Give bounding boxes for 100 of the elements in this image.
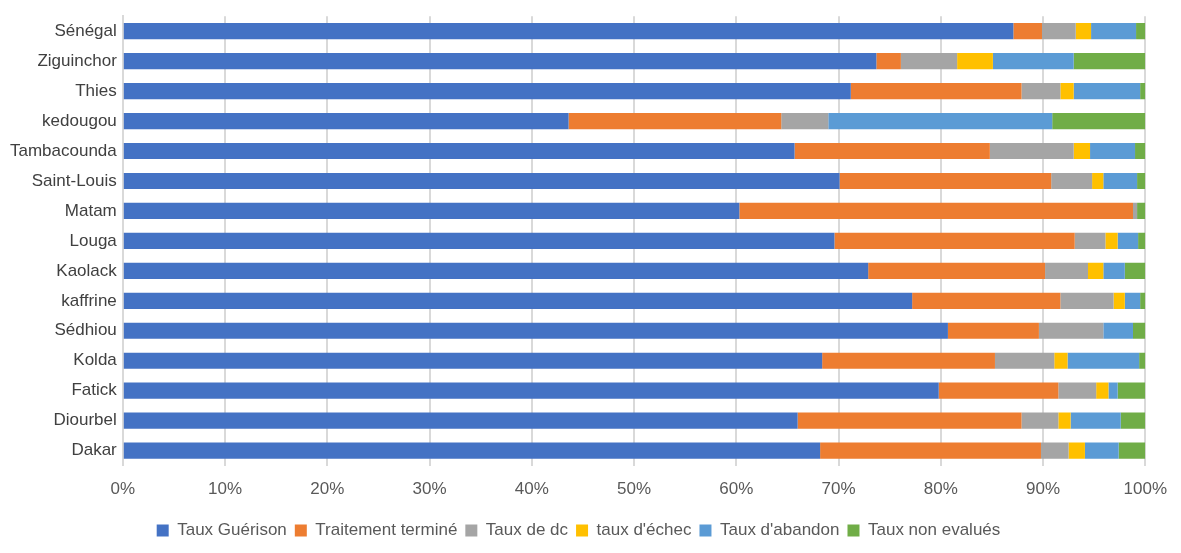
bar — [123, 172, 840, 190]
bar — [1103, 322, 1133, 339]
bar — [1088, 262, 1104, 279]
bar — [1075, 23, 1092, 40]
x-tick-label: 60% — [719, 479, 754, 499]
bar — [123, 23, 1014, 40]
bar — [828, 112, 1053, 130]
bar — [123, 352, 823, 369]
bar — [123, 53, 877, 70]
bar — [912, 292, 1061, 309]
bar — [794, 142, 990, 160]
bar — [123, 112, 569, 130]
bar — [1120, 412, 1146, 429]
bar — [1138, 232, 1146, 249]
x-tick-label: 40% — [514, 479, 549, 499]
bar — [834, 232, 1075, 249]
bar — [992, 53, 1074, 70]
bar — [1137, 172, 1146, 190]
bar — [947, 322, 1039, 339]
bar — [1124, 292, 1141, 309]
bar — [1135, 142, 1146, 160]
bar — [868, 262, 1046, 279]
bar — [1139, 352, 1146, 369]
y-tick-label: Saint-Louis — [31, 170, 117, 190]
x-tick-label: 50% — [617, 479, 652, 499]
y-tick-label: Louga — [69, 230, 118, 250]
bar — [797, 412, 1022, 429]
bar — [123, 83, 851, 100]
bar — [123, 442, 821, 459]
y-tick-label: kedougou — [42, 110, 117, 130]
bar — [1073, 53, 1146, 70]
bar — [1117, 382, 1146, 399]
legend-label: taux d'échec — [596, 520, 692, 540]
bar — [1140, 292, 1146, 309]
y-tick-label: Diourbel — [53, 410, 117, 430]
bar — [1073, 83, 1141, 100]
bar — [123, 292, 913, 309]
bar — [1051, 172, 1093, 190]
bar — [994, 352, 1055, 369]
bar — [123, 142, 795, 160]
bar — [1060, 292, 1114, 309]
bar — [1108, 382, 1118, 399]
bar — [1060, 83, 1074, 100]
y-tick-label: Ziguinchor — [37, 50, 118, 70]
x-tick-label: 70% — [821, 479, 856, 499]
bar — [1041, 23, 1076, 40]
x-tick-label: 10% — [208, 479, 243, 499]
bar — [1052, 112, 1146, 130]
bar — [123, 262, 869, 279]
legend-label: Traitement terminé — [315, 520, 458, 540]
bar — [1124, 262, 1146, 279]
bar — [989, 142, 1074, 160]
bar — [1084, 442, 1119, 459]
bar — [1132, 202, 1138, 220]
y-tick-label: Thies — [75, 80, 117, 100]
bar — [938, 382, 1059, 399]
bar — [1074, 232, 1106, 249]
bar — [1136, 23, 1146, 40]
x-tick-label: 90% — [1026, 479, 1061, 499]
y-tick-label: Kolda — [73, 350, 118, 370]
bar — [1073, 142, 1091, 160]
bar — [839, 172, 1052, 190]
bar — [1068, 442, 1085, 459]
y-tick-label: Matam — [64, 200, 117, 220]
legend-label: Taux d'abandon — [719, 520, 840, 540]
x-tick-label: 20% — [310, 479, 345, 499]
x-tick-label: 0% — [110, 479, 136, 499]
bar — [850, 83, 1022, 100]
bar — [1021, 412, 1059, 429]
bar — [1058, 382, 1097, 399]
bar — [1091, 23, 1137, 40]
bar — [1067, 352, 1140, 369]
bar — [876, 53, 901, 70]
legend-label: Taux non evalués — [867, 520, 1001, 540]
bar — [1092, 172, 1104, 190]
bar — [1105, 232, 1118, 249]
bar — [1113, 292, 1125, 309]
bar — [123, 382, 939, 399]
bar — [1132, 322, 1146, 339]
bar — [1140, 83, 1146, 100]
bar — [1103, 262, 1125, 279]
bar — [1021, 83, 1061, 100]
bar — [1117, 232, 1139, 249]
bar — [123, 232, 835, 249]
bar — [1045, 262, 1088, 279]
y-tick-label: Sédhiou — [54, 320, 117, 340]
bar — [1054, 352, 1068, 369]
bar — [1096, 382, 1109, 399]
y-tick-label: Tambacounda — [9, 140, 118, 160]
bar — [123, 202, 740, 220]
bar — [123, 322, 948, 339]
bar — [820, 442, 1041, 459]
bar — [1118, 442, 1146, 459]
bar — [1013, 23, 1042, 40]
y-tick-label: Dakar — [71, 440, 118, 460]
bar — [1070, 412, 1121, 429]
bar — [900, 53, 958, 70]
bar — [123, 412, 798, 429]
y-tick-label: Kaolack — [56, 260, 118, 280]
y-tick-label: Sénégal — [54, 20, 117, 40]
